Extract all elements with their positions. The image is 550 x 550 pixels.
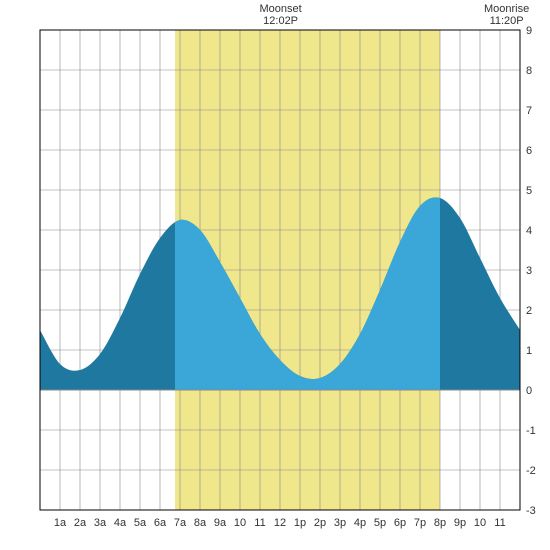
svg-text:11: 11 — [254, 517, 265, 529]
svg-text:3: 3 — [526, 265, 532, 277]
svg-text:9: 9 — [526, 25, 532, 37]
svg-text:5a: 5a — [134, 517, 147, 529]
svg-text:6p: 6p — [394, 517, 406, 529]
svg-text:12: 12 — [274, 517, 286, 529]
svg-text:8p: 8p — [434, 517, 446, 529]
svg-text:5: 5 — [526, 185, 532, 197]
svg-text:6: 6 — [526, 145, 532, 157]
svg-text:4p: 4p — [354, 517, 366, 529]
svg-text:5p: 5p — [374, 517, 386, 529]
moonrise-label: Moonrise — [484, 3, 529, 15]
svg-text:2: 2 — [526, 305, 532, 317]
moonset-time: 12:02P — [263, 15, 298, 27]
svg-text:10: 10 — [234, 517, 246, 529]
svg-text:6a: 6a — [154, 517, 167, 529]
svg-text:0: 0 — [526, 385, 532, 397]
svg-text:3p: 3p — [334, 517, 346, 529]
svg-text:8: 8 — [526, 65, 532, 77]
moonrise-time: 11:20P — [490, 15, 524, 27]
tide-chart: -3-2-101234567891a2a3a4a5a6a7a8a9a101112… — [0, 0, 550, 550]
svg-text:3a: 3a — [94, 517, 107, 529]
svg-text:7a: 7a — [174, 517, 187, 529]
svg-text:7: 7 — [526, 105, 532, 117]
svg-text:11: 11 — [494, 517, 505, 529]
svg-text:1p: 1p — [294, 517, 306, 529]
svg-text:-3: -3 — [526, 505, 536, 517]
chart-svg: -3-2-101234567891a2a3a4a5a6a7a8a9a101112… — [0, 0, 550, 550]
svg-text:-2: -2 — [526, 465, 536, 477]
svg-text:7p: 7p — [414, 517, 426, 529]
moonset-label: Moonset — [259, 3, 301, 15]
svg-text:4a: 4a — [114, 517, 127, 529]
svg-text:2a: 2a — [74, 517, 87, 529]
svg-text:-1: -1 — [526, 425, 536, 437]
svg-text:9a: 9a — [214, 517, 227, 529]
svg-text:2p: 2p — [314, 517, 326, 529]
svg-text:10: 10 — [474, 517, 486, 529]
svg-text:1a: 1a — [54, 517, 67, 529]
svg-text:1: 1 — [526, 345, 532, 357]
svg-text:8a: 8a — [194, 517, 207, 529]
svg-text:9p: 9p — [454, 517, 466, 529]
svg-text:4: 4 — [526, 225, 532, 237]
